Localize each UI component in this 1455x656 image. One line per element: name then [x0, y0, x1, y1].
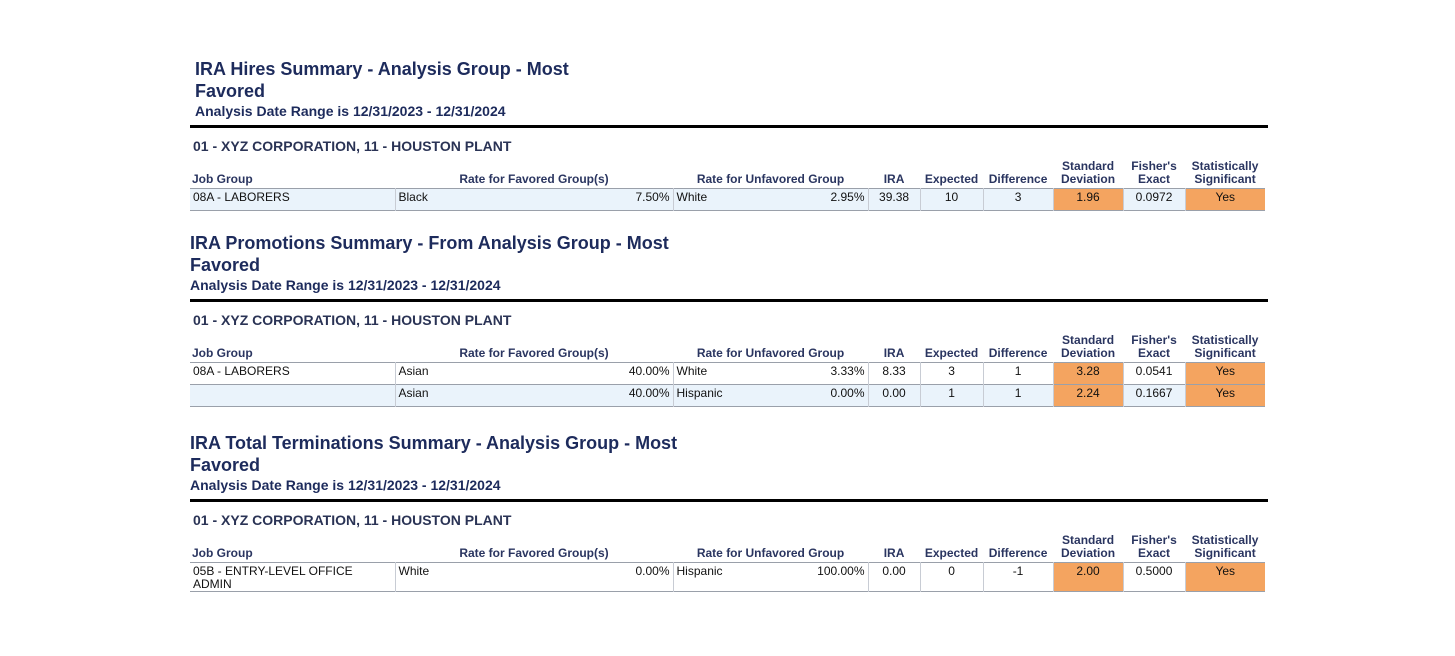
column-header: Standard Deviation: [1061, 159, 1116, 186]
divider: [190, 499, 1268, 502]
column-header: Difference: [988, 346, 1048, 360]
column-header: Difference: [988, 172, 1048, 186]
cell-favored-rate: 0.00%: [635, 564, 670, 578]
date-range: Analysis Date Range is 12/31/2023 - 12/3…: [195, 103, 506, 119]
cell-unfavored-group: Hispanic: [672, 384, 784, 407]
section-title: IRA Total Terminations Summary - Analysi…: [190, 433, 678, 475]
column-header: Fisher's Exact: [1131, 333, 1177, 360]
column-header: IRA: [883, 546, 905, 560]
column-header: Statistically Significant: [1191, 533, 1259, 560]
column-header: Rate for Unfavored Group: [696, 172, 845, 186]
company-label: 01 - XYZ CORPORATION, 11 - HOUSTON PLANT: [193, 312, 512, 328]
data-row: 08A - LABORERS Black 7.50% White 2.95% 39.38 1…: [190, 188, 1266, 211]
cell-std-dev: 1.96: [1052, 188, 1124, 211]
cell-significant: Yes: [1184, 562, 1266, 592]
section-title: IRA Promotions Summary - From Analysis G…: [190, 233, 669, 275]
cell-expected: 0: [919, 562, 984, 592]
header-row: Job Group Rate for Favored Group(s) Rate f…: [190, 334, 1265, 363]
cell-ira: 0.00: [867, 562, 921, 592]
cell-std-dev: 2.00: [1052, 562, 1124, 592]
company-label: 01 - XYZ CORPORATION, 11 - HOUSTON PLANT: [193, 512, 512, 528]
data-row: 05B - ENTRY-LEVEL OFFICE ADMIN White 0.00%…: [190, 562, 1266, 592]
data-row: 08A - LABORERS Asian 40.00% White 3.33% 8.33 3…: [190, 362, 1266, 385]
header-row: Job Group Rate for Favored Group(s) Rate f…: [190, 160, 1265, 189]
cell-difference: -1: [982, 562, 1054, 592]
report-section: IRA Hires Summary - Analysis Group - Mos…: [190, 58, 1268, 211]
report-section: IRA Total Terminations Summary - Analysi…: [190, 432, 1268, 592]
cell-significant: Yes: [1184, 362, 1266, 385]
cell-job-group: [190, 384, 395, 407]
data-row: Asian 40.00% Hispanic 0.00% 0.00 1 1 2.24 0.1667…: [190, 384, 1266, 407]
column-header: Expected: [924, 346, 979, 360]
header-row: Job Group Rate for Favored Group(s) Rate f…: [190, 534, 1265, 563]
summary-table: Job Group Rate for Favored Group(s) Rate f…: [190, 534, 1266, 592]
cell-fisher: 0.0541: [1122, 362, 1186, 385]
section-title: IRA Hires Summary - Analysis Group - Mos…: [195, 59, 569, 101]
cell-expected: 1: [919, 384, 984, 407]
cell-ira: 0.00: [867, 384, 921, 407]
column-header: Expected: [924, 546, 979, 560]
cell-job-group: 08A - LABORERS: [193, 364, 290, 378]
cell-unfavored-group: White: [672, 362, 784, 385]
cell-std-dev: 3.28: [1052, 362, 1124, 385]
column-header: Rate for Favored Group(s): [459, 346, 609, 360]
report-section: IRA Promotions Summary - From Analysis G…: [190, 232, 1268, 407]
column-header: Statistically Significant: [1191, 333, 1259, 360]
column-header: Standard Deviation: [1061, 533, 1116, 560]
column-header: IRA: [883, 172, 905, 186]
cell-ira: 8.33: [867, 362, 921, 385]
cell-fisher: 0.5000: [1122, 562, 1186, 592]
cell-favored-rate: 40.00%: [628, 364, 670, 378]
cell-difference: 1: [982, 384, 1054, 407]
column-header: Statistically Significant: [1191, 159, 1259, 186]
column-header: Standard Deviation: [1061, 333, 1116, 360]
cell-job-group: 05B - ENTRY-LEVEL OFFICE ADMIN: [193, 564, 353, 591]
column-header: Rate for Favored Group(s): [459, 172, 609, 186]
column-header: Difference: [988, 546, 1048, 560]
column-header: Fisher's Exact: [1131, 159, 1177, 186]
date-range: Analysis Date Range is 12/31/2023 - 12/3…: [190, 477, 501, 493]
column-header: IRA: [883, 346, 905, 360]
cell-significant: Yes: [1184, 384, 1266, 407]
cell-ira: 39.38: [867, 188, 921, 211]
cell-fisher: 0.0972: [1122, 188, 1186, 211]
cell-favored-group: White: [394, 562, 535, 592]
cell-expected: 3: [919, 362, 984, 385]
cell-fisher: 0.1667: [1122, 384, 1186, 407]
cell-expected: 10: [919, 188, 984, 211]
cell-unfavored-rate: 3.33%: [830, 364, 865, 378]
column-header: Fisher's Exact: [1131, 533, 1177, 560]
cell-unfavored-rate: 0.00%: [783, 384, 869, 407]
column-header: Job Group: [192, 172, 253, 186]
date-range: Analysis Date Range is 12/31/2023 - 12/3…: [190, 277, 501, 293]
cell-favored-group: Asian: [394, 384, 535, 407]
cell-difference: 3: [982, 188, 1054, 211]
cell-job-group: 08A - LABORERS: [190, 188, 395, 211]
cell-unfavored-rate: 2.95%: [783, 188, 869, 211]
cell-unfavored-rate: 100.00%: [817, 564, 865, 578]
cell-favored-group: Black: [394, 188, 535, 211]
column-header: Job Group: [192, 346, 253, 360]
column-header: Expected: [924, 172, 979, 186]
cell-std-dev: 2.24: [1052, 384, 1124, 407]
column-header: Job Group: [192, 546, 253, 560]
summary-table: Job Group Rate for Favored Group(s) Rate f…: [190, 334, 1266, 407]
cell-favored-group: Asian: [394, 362, 535, 385]
divider: [190, 299, 1268, 302]
company-label: 01 - XYZ CORPORATION, 11 - HOUSTON PLANT: [193, 138, 512, 154]
cell-unfavored-group: White: [672, 188, 784, 211]
column-header: Rate for Unfavored Group: [696, 546, 845, 560]
column-header: Rate for Unfavored Group: [696, 346, 845, 360]
cell-favored-rate: 7.50%: [535, 188, 674, 211]
cell-unfavored-group: Hispanic: [672, 562, 784, 592]
divider: [190, 125, 1268, 128]
cell-favored-rate: 40.00%: [535, 384, 674, 407]
cell-significant: Yes: [1184, 188, 1266, 211]
cell-difference: 1: [982, 362, 1054, 385]
column-header: Rate for Favored Group(s): [459, 546, 609, 560]
summary-table: Job Group Rate for Favored Group(s) Rate f…: [190, 160, 1266, 211]
